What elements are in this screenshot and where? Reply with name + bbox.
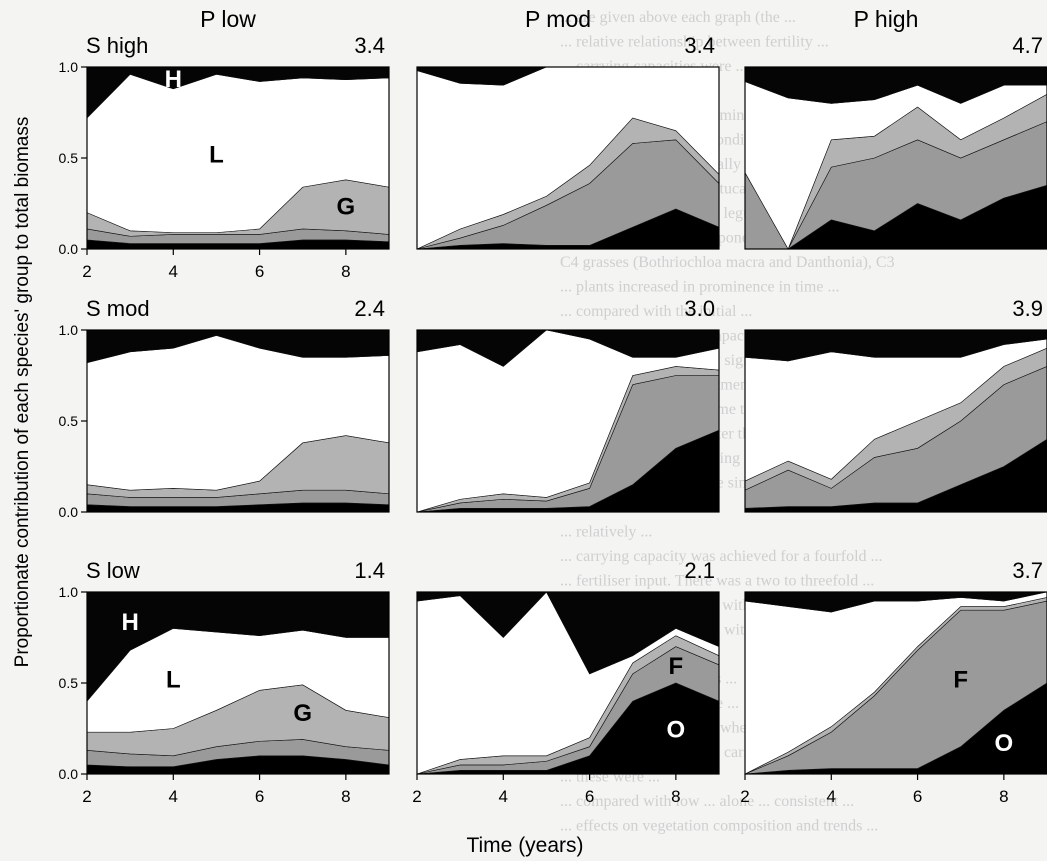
panel-frame xyxy=(744,329,1047,513)
panel-frame xyxy=(744,591,1047,775)
x-tick-label: 8 xyxy=(999,787,1008,806)
corner-value: 2.1 xyxy=(684,558,715,583)
x-tick-label: 4 xyxy=(169,262,178,281)
group-label-O: O xyxy=(995,730,1014,757)
x-tick-label: 4 xyxy=(169,787,178,806)
background-text-line: ... compared with the initial ... xyxy=(560,303,752,320)
y-tick-label: 1.0 xyxy=(59,584,79,600)
panel-frame xyxy=(416,66,720,250)
corner-value: 3.9 xyxy=(1012,296,1043,321)
row-label: S mod xyxy=(86,296,150,321)
x-tick-label: 6 xyxy=(585,787,594,806)
group-label-L: L xyxy=(166,666,181,693)
column-label: P high xyxy=(854,6,919,32)
group-label-L: L xyxy=(209,141,224,168)
background-text-line: ... carrying capacity was achieved for a… xyxy=(560,548,883,565)
x-tick-label: 8 xyxy=(341,262,350,281)
y-tick-label: 0.5 xyxy=(59,413,79,429)
x-tick-label: 2 xyxy=(82,787,91,806)
chart-panel: 0.0 0.5 1.0 2 4 6 8 S low 1.4 H L G xyxy=(59,558,390,806)
corner-value: 1.4 xyxy=(354,558,385,583)
x-tick-label: 2 xyxy=(740,787,749,806)
chart-panel: 0.0 0.5 1.0 2 4 6 8 S high P low 3.4 H L G xyxy=(59,6,390,281)
chart-panel: P mod 3.4 xyxy=(416,6,720,250)
x-tick-label: 2 xyxy=(412,787,421,806)
y-tick-label: 0.5 xyxy=(59,150,79,166)
chart-panel: 2 4 6 8 3.7 F O xyxy=(740,558,1047,806)
x-tick-label: 8 xyxy=(671,787,680,806)
y-tick-label: 1.0 xyxy=(59,322,79,338)
panel-frame xyxy=(416,329,720,513)
panel-frame xyxy=(744,66,1047,250)
corner-value: 3.0 xyxy=(684,296,715,321)
chart-panel: 2 4 6 8 2.1 F O xyxy=(412,558,720,806)
x-tick-label: 8 xyxy=(341,787,350,806)
group-label-F: F xyxy=(953,666,968,693)
background-text-line: ... relative relationship between fertil… xyxy=(560,34,829,51)
group-label-G: G xyxy=(293,700,312,727)
group-label-H: H xyxy=(121,609,138,636)
background-text-line: ... effects on vegetation composition an… xyxy=(560,818,878,835)
column-label: P mod xyxy=(525,6,591,32)
background-text-line: ... fertiliser input. There was a two to… xyxy=(560,573,874,590)
corner-value: 3.7 xyxy=(1012,558,1043,583)
x-axis-label: Time (years) xyxy=(466,834,583,857)
x-tick-label: 6 xyxy=(255,787,264,806)
corner-value: 4.7 xyxy=(1012,33,1043,58)
y-tick-label: 1.0 xyxy=(59,59,79,75)
background-text-line: C4 grasses (Bothriochloa macra and Danth… xyxy=(560,254,895,271)
chart-panel: 0.0 0.5 1.0 S mod 2.4 xyxy=(59,296,390,520)
group-label-H: H xyxy=(165,66,182,93)
x-tick-label: 2 xyxy=(82,262,91,281)
background-text-line: ... are given above each graph (the ... xyxy=(560,9,796,26)
x-tick-label: 6 xyxy=(255,262,264,281)
panel-frame xyxy=(416,591,720,775)
group-label-G: G xyxy=(337,193,356,220)
y-tick-label: 0.0 xyxy=(59,504,79,520)
x-tick-label: 4 xyxy=(499,787,508,806)
background-text-line: ... relatively ... xyxy=(560,524,652,541)
corner-value: 2.4 xyxy=(354,296,385,321)
row-label: S high xyxy=(86,33,148,58)
row-label: S low xyxy=(86,558,140,583)
background-text-line: ... compared with low ... alone ... cons… xyxy=(560,793,854,810)
chart-panel: P high 4.7 xyxy=(744,6,1047,250)
corner-value: 3.4 xyxy=(354,33,385,58)
y-tick-label: 0.0 xyxy=(59,241,79,257)
x-tick-label: 4 xyxy=(827,787,836,806)
y-tick-label: 0.5 xyxy=(59,675,79,691)
y-tick-label: 0.0 xyxy=(59,766,79,782)
group-label-F: F xyxy=(669,653,684,680)
y-axis-label: Proportionate contribution of each speci… xyxy=(12,117,33,668)
corner-value: 3.4 xyxy=(684,33,715,58)
x-tick-label: 6 xyxy=(913,787,922,806)
group-label-O: O xyxy=(667,717,686,744)
chart-panel: 3.9 xyxy=(744,296,1047,513)
chart-panel: 3.0 xyxy=(416,296,720,513)
column-label: P low xyxy=(200,6,256,32)
background-text-line: ... plants increased in prominence in ti… xyxy=(560,279,839,296)
